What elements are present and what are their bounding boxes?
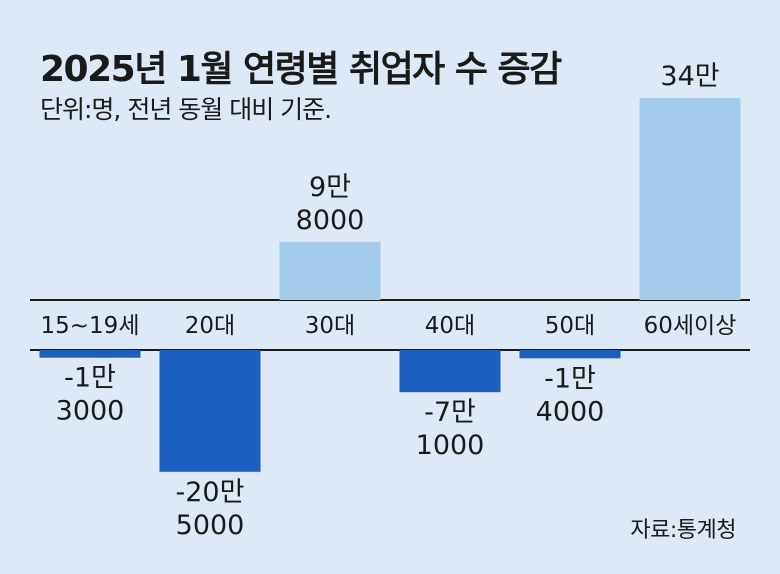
- source-note: 자료:통계청: [630, 518, 736, 543]
- bar: [159, 350, 261, 472]
- value-label: 1000: [416, 430, 485, 461]
- value-label: 9만: [309, 172, 351, 203]
- value-label: -7만: [424, 397, 476, 428]
- value-label: -1만: [544, 363, 596, 394]
- value-label: 4000: [536, 396, 605, 427]
- bar: [519, 350, 621, 359]
- bar: [639, 98, 741, 300]
- category-label: 60세이상: [644, 313, 737, 339]
- bar: [39, 350, 141, 358]
- value-label: -1만: [64, 363, 116, 394]
- value-label: 34만: [660, 61, 719, 92]
- category-label: 50대: [545, 313, 595, 339]
- chart-subtitle: 단위:명, 전년 동월 대비 기준.: [40, 95, 332, 124]
- value-label: 8000: [296, 205, 365, 236]
- bar: [279, 241, 381, 300]
- value-label: 3000: [56, 396, 125, 427]
- bar: [399, 350, 501, 393]
- category-label: 15~19세: [41, 313, 140, 339]
- category-label: 20대: [185, 313, 235, 339]
- value-label: 5000: [176, 510, 245, 541]
- value-label: -20만: [176, 477, 245, 508]
- chart-title: 2025년 1월 연령별 취업자 수 증감: [40, 49, 562, 90]
- category-label: 40대: [425, 313, 475, 339]
- category-label: 30대: [305, 313, 355, 339]
